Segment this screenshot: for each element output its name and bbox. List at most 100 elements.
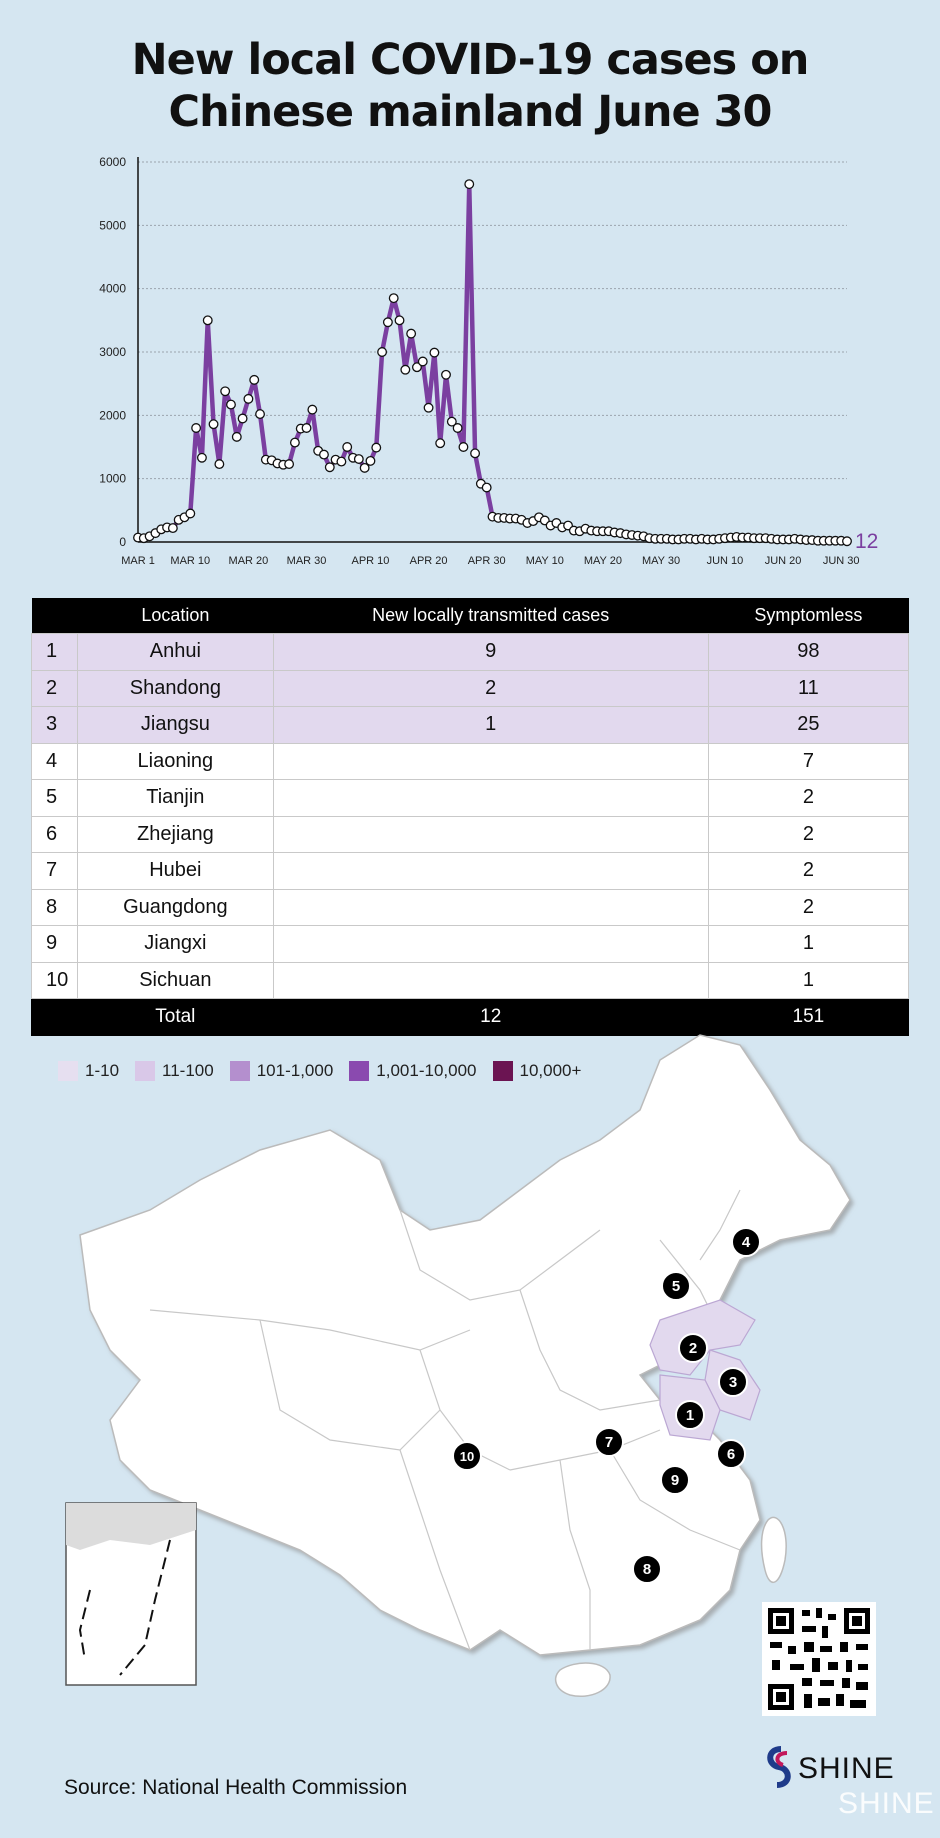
header-location: Location xyxy=(77,598,274,634)
x-tick-label: MAY 10 xyxy=(526,555,564,567)
table-row: 4 Liaoning 7 xyxy=(31,742,910,780)
row-symptomless: 2 xyxy=(707,852,910,890)
table-row: 10 Sichuan 1 xyxy=(31,961,910,999)
map-marker-label: 9 xyxy=(671,1472,679,1489)
x-tick-label: JUN 10 xyxy=(707,555,744,567)
row-symptomless: 1 xyxy=(707,961,910,999)
legend-item: 11-100 xyxy=(135,1061,214,1081)
data-point xyxy=(446,416,457,427)
y-tick-label: 1000 xyxy=(99,472,126,486)
map-legend: 1-10 11-100 101-1,000 1,001-10,000 10,000+ xyxy=(58,1061,581,1081)
legend-swatch xyxy=(349,1061,370,1081)
china-map: 1 2 3 4 5 6 7 8 9 10 xyxy=(65,1034,851,1697)
table-row: 7 Hubei 2 xyxy=(31,852,910,890)
series-line xyxy=(137,181,848,544)
row-cases xyxy=(272,779,709,817)
data-point xyxy=(388,293,399,304)
data-point xyxy=(435,438,446,449)
x-tick-label: MAR 1 xyxy=(121,555,155,567)
x-tick-label: MAR 10 xyxy=(170,555,210,567)
data-point xyxy=(470,448,481,459)
row-number: 2 xyxy=(31,669,78,707)
map-marker: 6 xyxy=(716,1439,746,1469)
data-point xyxy=(400,364,411,375)
row-number: 5 xyxy=(31,779,78,817)
x-tick-label: MAY 30 xyxy=(642,555,680,567)
table-row: 5 Tianjin 2 xyxy=(31,779,910,817)
row-number: 7 xyxy=(31,852,78,890)
data-point xyxy=(167,523,178,534)
data-point xyxy=(406,328,417,339)
row-number: 1 xyxy=(31,633,78,671)
row-cases xyxy=(272,852,709,890)
map-marker: 2 xyxy=(678,1333,708,1363)
data-point xyxy=(412,362,422,373)
legend-swatch xyxy=(229,1061,250,1081)
map-markers: 1 2 3 4 5 6 7 8 9 10 xyxy=(452,1227,761,1584)
row-number: 4 xyxy=(31,742,78,780)
row-location: Guangdong xyxy=(77,888,274,926)
data-point xyxy=(220,386,231,397)
data-point xyxy=(249,374,260,385)
table-row: 1 Anhui 9 98 xyxy=(31,633,910,671)
row-location: Zhejiang xyxy=(77,815,274,853)
data-point xyxy=(231,431,242,442)
total-num xyxy=(31,998,78,1036)
map-marker: 8 xyxy=(632,1554,662,1584)
map-marker: 1 xyxy=(675,1400,705,1430)
data-point xyxy=(417,356,428,367)
legend-swatch xyxy=(135,1061,156,1081)
map-marker-label: 3 xyxy=(729,1374,737,1391)
table-header-row: Location New locally transmitted cases S… xyxy=(31,598,909,634)
data-point xyxy=(214,459,225,470)
data-point xyxy=(324,462,335,473)
x-tick-label: MAR 20 xyxy=(229,555,269,567)
header-symptomless: Symptomless xyxy=(708,598,909,634)
map-marker-label: 2 xyxy=(689,1340,697,1357)
row-cases: 9 xyxy=(272,633,709,671)
x-tick-label: APR 20 xyxy=(410,555,448,567)
total-symptomless: 151 xyxy=(707,998,910,1036)
data-point xyxy=(464,179,475,190)
table-row: 8 Guangdong 2 xyxy=(31,888,910,926)
map-marker: 7 xyxy=(594,1427,624,1457)
header-cases: New locally transmitted cases xyxy=(273,598,709,634)
row-cases xyxy=(272,815,709,853)
row-symptomless: 11 xyxy=(707,669,910,707)
cases-line-chart: 0 1000 2000 3000 4000 5000 6000 MAR 1 MAR 10 MAR … xyxy=(99,155,878,567)
row-location: Jiangxi xyxy=(77,925,274,963)
last-value-label: 12 xyxy=(855,530,878,553)
legend-label: 11-100 xyxy=(162,1061,214,1080)
data-point xyxy=(429,347,440,358)
row-symptomless: 2 xyxy=(707,888,910,926)
total-cases: 12 xyxy=(272,998,709,1036)
total-row: Total 12 151 xyxy=(31,998,910,1036)
source-note: Source: National Health Commission xyxy=(64,1776,408,1799)
row-location: Jiangsu xyxy=(77,706,274,744)
x-tick-label: MAY 20 xyxy=(584,555,622,567)
legend-label: 1,001-10,000 xyxy=(376,1061,477,1080)
legend-item: 101-1,000 xyxy=(229,1061,334,1081)
qr-code[interactable] xyxy=(762,1602,876,1716)
legend-item: 1,001-10,000 xyxy=(349,1061,477,1081)
data-point xyxy=(196,452,207,463)
row-number: 3 xyxy=(31,706,78,744)
map-marker-label: 5 xyxy=(672,1278,680,1295)
data-point xyxy=(394,315,405,326)
row-location: Tianjin xyxy=(77,779,274,817)
legend-label: 101-1,000 xyxy=(256,1061,334,1080)
x-tick-label: APR 30 xyxy=(468,555,506,567)
row-location: Shandong xyxy=(77,669,274,707)
y-tick-label: 2000 xyxy=(99,408,126,422)
row-number: 10 xyxy=(31,961,78,999)
inset-land xyxy=(66,1503,196,1550)
y-tick-label: 6000 xyxy=(99,155,126,169)
data-point xyxy=(243,393,254,404)
mainland-shape xyxy=(79,1034,851,1656)
legend-label: 10,000+ xyxy=(519,1061,582,1080)
table-row: 9 Jiangxi 1 xyxy=(31,925,910,963)
map-marker-label: 1 xyxy=(686,1407,694,1424)
qr-code-icon xyxy=(768,1608,870,1710)
legend-swatch xyxy=(492,1061,513,1081)
row-cases xyxy=(272,888,709,926)
